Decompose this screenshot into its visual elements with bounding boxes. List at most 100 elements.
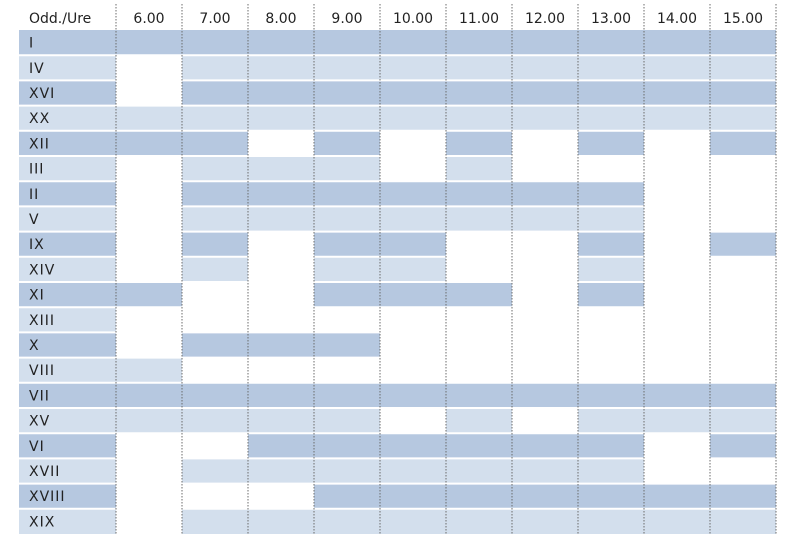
- column-header: 10.00: [393, 11, 433, 27]
- schedule-cell: [578, 181, 644, 207]
- schedule-cell: [644, 256, 710, 282]
- schedule-cell: [644, 332, 710, 358]
- schedule-cell: [446, 357, 512, 383]
- schedule-cell: [710, 282, 776, 308]
- schedule-cell: [446, 55, 512, 81]
- schedule-cell: [578, 231, 644, 257]
- schedule-cell: [710, 357, 776, 383]
- schedule-cell: [512, 307, 578, 333]
- schedule-cell: [380, 231, 446, 257]
- schedule-cell: [314, 105, 380, 131]
- schedule-cell: [380, 508, 446, 534]
- schedule-cell: [248, 130, 314, 156]
- schedule-cell: [512, 357, 578, 383]
- schedule-cell: [710, 231, 776, 257]
- schedule-cell: [116, 458, 182, 484]
- schedule-cell: [182, 105, 248, 131]
- schedule-cell: [710, 508, 776, 534]
- row-label: X: [29, 338, 40, 354]
- schedule-cell: [710, 307, 776, 333]
- schedule-cell: [380, 382, 446, 408]
- schedule-cell: [182, 55, 248, 81]
- schedule-cell: [512, 382, 578, 408]
- schedule-cell: [248, 282, 314, 308]
- row-label: XIV: [29, 262, 55, 278]
- schedule-cell: [248, 30, 314, 56]
- row-label-cell: [19, 55, 116, 81]
- schedule-cell: [314, 458, 380, 484]
- schedule-cell: [314, 256, 380, 282]
- row-label-cell: [19, 231, 116, 257]
- schedule-cell: [380, 156, 446, 182]
- schedule-cell: [644, 80, 710, 106]
- schedule-cell: [446, 332, 512, 358]
- schedule-cell: [644, 433, 710, 459]
- schedule-cell: [380, 282, 446, 308]
- schedule-cell: [248, 181, 314, 207]
- schedule-cell: [248, 408, 314, 434]
- schedule-cell: [578, 130, 644, 156]
- schedule-cell: [644, 307, 710, 333]
- schedule-cell: [512, 156, 578, 182]
- schedule-cell: [446, 206, 512, 232]
- schedule-cell: [446, 105, 512, 131]
- schedule-cell: [116, 206, 182, 232]
- row-label: XV: [29, 414, 50, 430]
- schedule-cell: [182, 231, 248, 257]
- schedule-cell: [380, 256, 446, 282]
- schedule-cell: [248, 332, 314, 358]
- schedule-cell: [380, 458, 446, 484]
- column-header: 11.00: [459, 11, 499, 27]
- schedule-cell: [248, 433, 314, 459]
- row-label-cell: [19, 282, 116, 308]
- schedule-cell: [182, 30, 248, 56]
- row-label-cell: [19, 408, 116, 434]
- schedule-cell: [578, 357, 644, 383]
- schedule-cell: [710, 30, 776, 56]
- row-label-cell: [19, 105, 116, 131]
- schedule-cell: [116, 433, 182, 459]
- schedule-cell: [380, 433, 446, 459]
- schedule-cell: [248, 156, 314, 182]
- row-label: XVI: [29, 86, 55, 102]
- schedule-cell: [314, 130, 380, 156]
- schedule-cell: [182, 508, 248, 534]
- row-label-cell: [19, 483, 116, 509]
- schedule-cell: [644, 357, 710, 383]
- schedule-cell: [380, 30, 446, 56]
- row-label: XVIII: [29, 489, 66, 505]
- schedule-cell: [710, 332, 776, 358]
- schedule-cell: [446, 508, 512, 534]
- corner-label: Odd./Ure: [29, 11, 91, 27]
- row-label: XVII: [29, 464, 60, 480]
- row-label: IX: [29, 237, 45, 253]
- schedule-cell: [512, 30, 578, 56]
- schedule-cell: [512, 55, 578, 81]
- schedule-cell: [710, 408, 776, 434]
- schedule-cell: [446, 256, 512, 282]
- row-label: VIII: [29, 363, 55, 379]
- column-header: 12.00: [525, 11, 565, 27]
- schedule-cell: [380, 206, 446, 232]
- schedule-cell: [182, 433, 248, 459]
- schedule-cell: [182, 256, 248, 282]
- schedule-cell: [116, 256, 182, 282]
- schedule-cell: [314, 408, 380, 434]
- schedule-cell: [116, 282, 182, 308]
- row-label: XX: [29, 111, 50, 127]
- schedule-cell: [710, 55, 776, 81]
- schedule-cell: [644, 282, 710, 308]
- row-label-cell: [19, 433, 116, 459]
- schedule-cell: [380, 105, 446, 131]
- schedule-cell: [578, 483, 644, 509]
- schedule-cell: [512, 332, 578, 358]
- column-header: 8.00: [265, 11, 296, 27]
- schedule-cell: [182, 181, 248, 207]
- schedule-cell: [116, 105, 182, 131]
- schedule-cell: [248, 105, 314, 131]
- schedule-cell: [644, 408, 710, 434]
- schedule-cell: [710, 483, 776, 509]
- schedule-cell: [182, 130, 248, 156]
- schedule-cell: [578, 156, 644, 182]
- schedule-cell: [644, 508, 710, 534]
